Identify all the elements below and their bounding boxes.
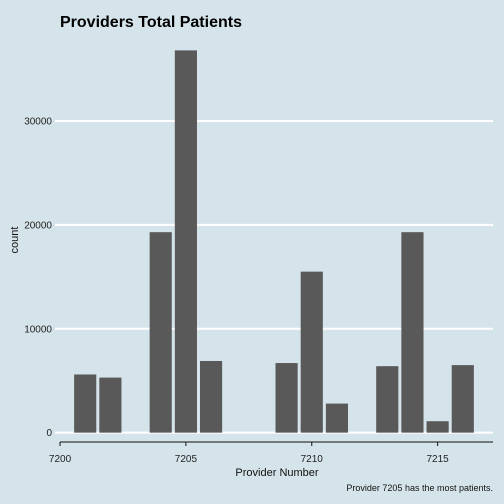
bar xyxy=(376,366,399,433)
chart-title: Providers Total Patients xyxy=(60,14,242,31)
caption: Provider 7205 has the most patients. xyxy=(346,483,493,493)
bar xyxy=(74,374,97,433)
bar xyxy=(325,403,349,433)
x-tick-label: 7215 xyxy=(426,454,449,465)
bar xyxy=(401,232,424,433)
x-tick-label: 7210 xyxy=(301,454,324,465)
bar xyxy=(300,271,323,433)
y-tick-label: 30000 xyxy=(24,117,52,128)
x-axis: 7200 7205 7210 7215 xyxy=(49,441,493,465)
bar xyxy=(199,360,223,433)
x-axis-title: Provider Number xyxy=(235,467,318,479)
bar xyxy=(174,50,197,433)
bar xyxy=(275,363,298,433)
y-tick-label: 10000 xyxy=(24,324,52,335)
y-tick-label: 20000 xyxy=(24,220,52,231)
bar xyxy=(149,232,172,433)
y-tick-label: 0 xyxy=(46,428,52,439)
y-axis-title: count xyxy=(9,227,21,254)
bars xyxy=(74,50,474,433)
y-axis: 0 10000 20000 30000 xyxy=(24,117,52,440)
bar xyxy=(451,365,474,433)
x-tick-label: 7200 xyxy=(49,454,72,465)
bar xyxy=(426,421,449,433)
x-tick-label: 7205 xyxy=(175,454,198,465)
bar xyxy=(99,377,122,433)
